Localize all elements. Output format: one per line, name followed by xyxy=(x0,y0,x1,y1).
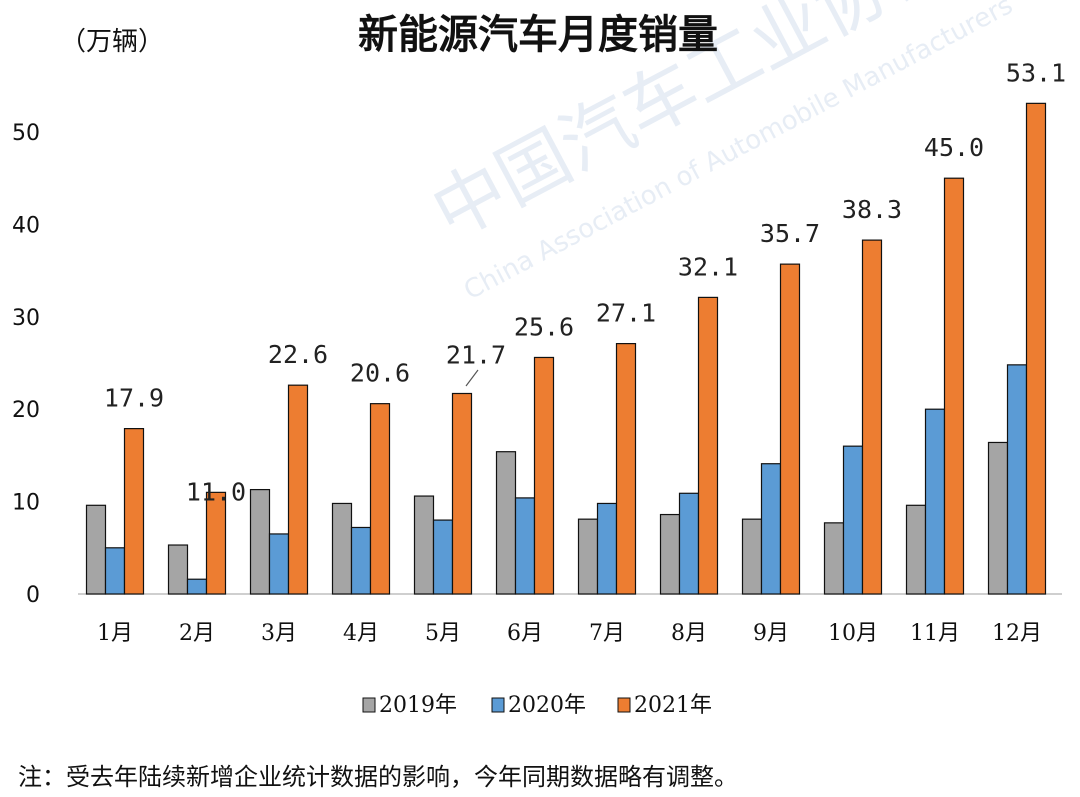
bar-2021年-4月 xyxy=(369,403,391,595)
x-tick-label: 6月 xyxy=(507,621,543,646)
bar-2021年-1月 xyxy=(123,428,145,595)
x-axis-ticks: 1月 2月 3月 4月 5月 6月 7月 8月 9月 10月 11月 12月 xyxy=(97,621,1042,646)
bars xyxy=(85,102,1047,595)
y-tick-label: 20 xyxy=(12,398,40,423)
legend-label-2019年: 2019年 xyxy=(379,693,457,718)
bar-2020年-11月 xyxy=(924,408,946,595)
bar-2020年-7月 xyxy=(596,502,618,595)
legend-label-2020年: 2020年 xyxy=(508,693,586,718)
data-label-11月: 45.0 xyxy=(924,133,984,162)
data-label-8月: 32.1 xyxy=(678,252,738,281)
bar-2019年-2月 xyxy=(167,544,189,595)
y-tick-label: 10 xyxy=(12,491,40,516)
legend: 2019年 2020年 2021年 xyxy=(362,693,712,718)
x-tick-label: 1月 xyxy=(97,621,133,646)
bar-2020年-4月 xyxy=(350,526,372,595)
x-tick-label: 3月 xyxy=(261,621,297,646)
data-label-4月: 20.6 xyxy=(350,359,410,388)
bar-2021年-5月 xyxy=(451,392,473,595)
data-label-7月: 27.1 xyxy=(596,299,656,328)
chart-title: 新能源汽车月度销量 xyxy=(358,12,718,58)
data-labels: 17.9 11.0 22.6 20.6 21.7 25.6 27.1 32.1 35.7 38.3… xyxy=(104,58,1066,506)
data-label-6月: 25.6 xyxy=(514,312,574,341)
legend-swatch-2020年 xyxy=(491,697,505,713)
y-tick-label: 0 xyxy=(26,583,40,608)
y-axis-ticks: 0 10 20 30 40 50 xyxy=(12,121,40,608)
bar-2020年-9月 xyxy=(760,463,782,595)
bar-2020年-3月 xyxy=(268,533,290,595)
x-tick-label: 11月 xyxy=(910,621,960,646)
bar-2021年-10月 xyxy=(861,239,883,595)
bar-2019年-7月 xyxy=(577,518,599,595)
bar-2019年-9月 xyxy=(741,518,763,595)
bar-2021年-7月 xyxy=(615,342,637,595)
data-label-9月: 35.7 xyxy=(760,219,820,248)
bar-2019年-5月 xyxy=(413,495,435,595)
x-tick-label: 4月 xyxy=(343,621,379,646)
bar-2021年-3月 xyxy=(287,384,309,595)
bar-2020年-2月 xyxy=(186,578,208,595)
bar-2019年-8月 xyxy=(659,513,681,595)
bar-2020年-5月 xyxy=(432,519,454,595)
x-tick-label: 2月 xyxy=(179,621,215,646)
x-tick-label: 10月 xyxy=(828,621,878,646)
bar-2020年-6月 xyxy=(514,497,536,595)
footnote: 注：受去年陆续新增企业统计数据的影响，今年同期数据略有调整。 xyxy=(18,763,738,791)
bar-2019年-12月 xyxy=(987,441,1009,595)
x-tick-label: 12月 xyxy=(992,621,1042,646)
x-tick-label: 9月 xyxy=(753,621,789,646)
x-tick-label: 8月 xyxy=(671,621,707,646)
bar-2019年-11月 xyxy=(905,504,927,595)
bar-2019年-4月 xyxy=(331,502,353,595)
data-label-10月: 38.3 xyxy=(842,195,902,224)
y-tick-label: 40 xyxy=(12,213,40,238)
data-label-leader-line xyxy=(465,369,479,387)
x-tick-label: 5月 xyxy=(425,621,461,646)
legend-swatch-2021年 xyxy=(617,697,631,713)
bar-2019年-3月 xyxy=(249,488,271,595)
bar-2020年-10月 xyxy=(842,445,864,595)
y-axis-unit-label: （万辆） xyxy=(60,27,164,57)
data-label-5月: 21.7 xyxy=(446,340,506,369)
bar-2020年-1月 xyxy=(104,547,126,595)
bar-2021年-2月 xyxy=(205,491,227,595)
legend-swatch-2019年 xyxy=(362,697,376,713)
bar-2021年-6月 xyxy=(533,356,555,595)
data-label-12月: 53.1 xyxy=(1006,58,1066,87)
data-label-3月: 22.6 xyxy=(268,340,328,369)
bar-2020年-8月 xyxy=(678,492,700,595)
data-label-2月: 11.0 xyxy=(186,477,246,506)
bar-2021年-12月 xyxy=(1025,102,1047,595)
bar-2021年-11月 xyxy=(943,177,965,595)
y-tick-label: 50 xyxy=(12,121,40,146)
bar-2021年-9月 xyxy=(779,263,801,595)
bar-2019年-1月 xyxy=(85,504,107,595)
bar-2019年-10月 xyxy=(823,522,845,595)
x-tick-label: 7月 xyxy=(589,621,625,646)
bar-2021年-8月 xyxy=(697,296,719,595)
data-label-1月: 17.9 xyxy=(104,384,164,413)
legend-label-2021年: 2021年 xyxy=(634,693,712,718)
bar-2020年-12月 xyxy=(1006,364,1028,595)
y-tick-label: 30 xyxy=(12,306,40,331)
bar-2019年-6月 xyxy=(495,451,517,595)
